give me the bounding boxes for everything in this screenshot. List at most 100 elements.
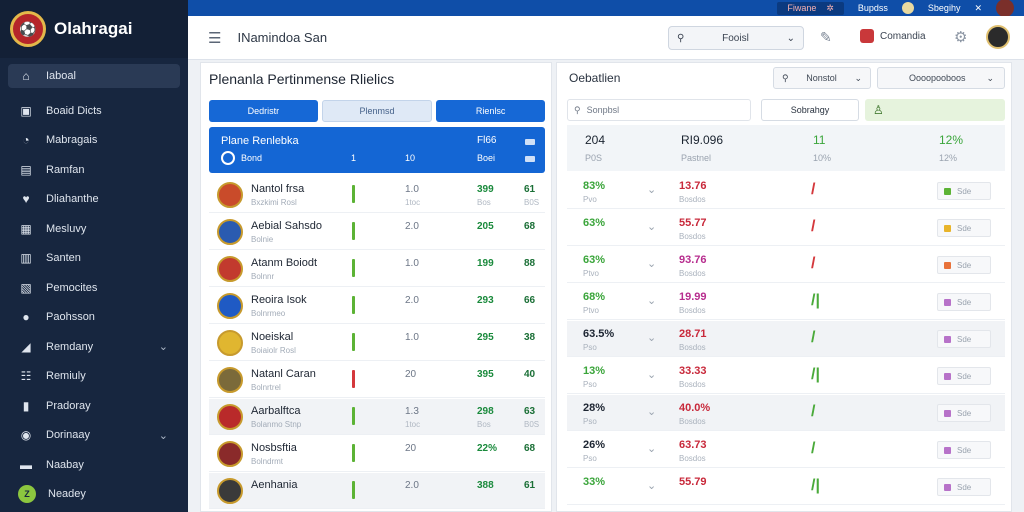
status-badge[interactable]: Sde	[937, 256, 991, 274]
stat-value: 40	[524, 369, 536, 380]
chevron-down-icon: ⌄	[986, 72, 994, 83]
table-row[interactable]: Aarbalftca Bolanmo Stnp 1.3 1toc 298 Bos 63 B0S	[209, 399, 545, 435]
brand[interactable]: ⚽ Olahragai	[0, 0, 188, 58]
stat-label: B0S	[524, 198, 540, 207]
sidebar-item[interactable]: ☷ Remiuly	[8, 362, 180, 391]
table-row[interactable]: Nantol frsa Bxzkimi Rosl 1.0 1toc 399 Bos 61 B0…	[209, 177, 545, 213]
summary-card[interactable]: Plane Renlebka Bond 1 10 Fl66 Boei	[209, 127, 545, 173]
table-row[interactable]: 28% Pso ⌄ 40.0% Bosdos / Sde	[567, 395, 1005, 431]
rating-label: Bosdos	[679, 269, 706, 278]
status-color-icon	[944, 483, 951, 491]
sidebar-item[interactable]: ♥ Dliahanthe	[8, 185, 180, 214]
top-alert[interactable]: Fiwane ✲	[777, 1, 844, 15]
details-button[interactable]: Sobrahgy	[761, 99, 859, 121]
status-badge[interactable]: Sde	[937, 441, 991, 459]
table-row[interactable]: 26% Pso ⌄ 63.73 Bosdos / Sde	[567, 432, 1005, 468]
trend-icon: /	[811, 403, 816, 420]
header-search[interactable]: ⚲ Fooisl ⌄	[668, 26, 804, 50]
chevron-down-icon[interactable]: ⌄	[647, 443, 657, 455]
stat-value: 2.0	[405, 480, 419, 491]
player-name: Natanl Caran	[251, 368, 316, 380]
status-badge[interactable]: Sde	[937, 293, 991, 311]
edit-icon[interactable]: ✎	[820, 29, 832, 45]
sidebar-item-icon: ▧	[20, 280, 32, 295]
top-link-updates[interactable]: Bupdss	[857, 3, 888, 13]
chevron-down-icon[interactable]: ⌄	[647, 221, 657, 233]
sidebar-item[interactable]: Z Neadey	[8, 480, 180, 509]
rating-value: 28.71	[679, 328, 707, 340]
chevron-down-icon[interactable]: ⌄	[647, 184, 657, 196]
table-row[interactable]: 13% Pso ⌄ 33.33 Bosdos /| Sde	[567, 358, 1005, 394]
table-row[interactable]: 33% ⌄ 55.79 /| Sde	[567, 469, 1005, 505]
status-badge[interactable]: Sde	[937, 219, 991, 237]
sidebar-item[interactable]: ▮ Pradoray	[8, 391, 180, 420]
player-club: Bolnnr	[251, 272, 275, 281]
status-badge[interactable]: Sde	[937, 404, 991, 422]
chevron-down-icon[interactable]: ⌄	[647, 295, 657, 307]
table-row[interactable]: Noeiskal Boiaiolr Rosl 1.0 295 38	[209, 325, 545, 361]
user-avatar[interactable]	[986, 25, 1010, 49]
sidebar-item[interactable]: ▬ Naabay	[8, 450, 180, 479]
table-row[interactable]: Reoira Isok Bolnrmeo 2.0 293 66	[209, 288, 545, 324]
profile-filter[interactable]: ♙	[865, 99, 1005, 121]
form-indicator	[352, 259, 355, 277]
summary-stat-label: 10%	[813, 153, 832, 163]
status-badge[interactable]: Sde	[937, 182, 991, 200]
menu-icon[interactable]: ☰	[208, 29, 222, 47]
club-badge-icon	[901, 2, 914, 14]
status-badge[interactable]: Sde	[937, 367, 991, 385]
club-crest-icon	[217, 293, 243, 319]
chevron-down-icon[interactable]: ⌄	[647, 258, 657, 270]
sidebar-item-icon: ◔	[22, 133, 30, 147]
sidebar-item[interactable]: ▦ Mesluvy	[8, 214, 180, 243]
details-search[interactable]: ⚲ Sonpbsl	[567, 99, 751, 121]
tab-third[interactable]: Rienlsc	[436, 100, 546, 122]
table-row[interactable]: Natanl Caran Bolnrtrel 20 395 40	[209, 362, 545, 398]
tab-first[interactable]: Dedristr	[209, 100, 318, 122]
rating-value: 55.77	[679, 217, 707, 229]
sidebar-item[interactable]: ◔ Mabragais	[8, 126, 180, 155]
chevron-down-icon: ⌄	[158, 429, 168, 442]
table-row[interactable]: Aenhania 2.0 388 61	[209, 473, 545, 509]
sidebar-item-icon: ▦	[20, 221, 32, 236]
status-badge[interactable]: Sde	[937, 330, 991, 348]
percent-label: Pso	[583, 343, 597, 352]
table-row[interactable]: 68% Ptvo ⌄ 19.99 Bosdos /| Sde	[567, 284, 1005, 320]
chevron-down-icon[interactable]: ⌄	[647, 480, 657, 492]
club-logo-icon: ⚽	[10, 11, 46, 47]
table-row[interactable]: 83% Pvo ⌄ 13.76 Bosdos / Sde	[567, 173, 1005, 209]
table-row[interactable]: 63% Ptvo ⌄ 93.76 Bosdos / Sde	[567, 247, 1005, 283]
table-row[interactable]: 63% ⌄ 55.77 Bosdos / Sde	[567, 210, 1005, 246]
sidebar-item[interactable]: ▤ Ramfan	[8, 155, 180, 184]
status-color-icon	[944, 372, 951, 380]
chevron-down-icon[interactable]: ⌄	[647, 406, 657, 418]
table-row[interactable]: 63.5% Pso ⌄ 28.71 Bosdos / Sde	[567, 321, 1005, 357]
sidebar-item[interactable]: ▧ Pemocites	[8, 273, 180, 302]
sort-dropdown[interactable]: Oooopooboos ⌄	[877, 67, 1005, 89]
status-badge[interactable]: Sde	[937, 478, 991, 496]
sidebar-item[interactable]: ◉ Dorinaay ⌄	[8, 421, 180, 450]
table-row[interactable]: Aebial Sahsdo Bolnie 2.0 205 68	[209, 214, 545, 250]
sidebar-item[interactable]: ◢ Remdany ⌄	[8, 332, 180, 361]
sidebar-item[interactable]: ▣ Boaid Dicts	[8, 96, 180, 125]
sidebar-item-label: Iaboal	[46, 70, 76, 82]
chevron-down-icon[interactable]: ⌄	[647, 332, 657, 344]
top-avatar[interactable]	[996, 0, 1014, 17]
top-alert-label: Fiwane	[787, 3, 817, 13]
sidebar-item[interactable]: ● Paohsson	[8, 303, 180, 332]
table-row[interactable]: Nosbsftia Bolndrmt 20 22% 68	[209, 436, 545, 472]
sidebar-item[interactable]: ⌂ Iaboal	[8, 64, 180, 88]
sidebar-item[interactable]: ▥ Santen	[8, 244, 180, 273]
player-club: Bolndrmt	[251, 457, 284, 466]
player-name: Atanm Boiodt	[251, 257, 318, 269]
gear-icon[interactable]: ⚙	[954, 29, 968, 46]
table-row[interactable]: Atanm Boiodt Bolnnr 1.0 199 88	[209, 251, 545, 287]
summary-stat: RI9.096	[681, 133, 724, 147]
top-link-account[interactable]: Sbegihy	[927, 3, 961, 13]
filter-dropdown[interactable]: ⚲ Nonstol ⌄	[773, 67, 871, 89]
chevron-down-icon[interactable]: ⌄	[647, 369, 657, 381]
trend-icon: /	[811, 255, 816, 272]
tools-icon[interactable]: ✕	[974, 2, 982, 13]
header-user-menu[interactable]: Comandia	[860, 29, 926, 43]
tab-second[interactable]: Plenmsd	[321, 100, 433, 122]
